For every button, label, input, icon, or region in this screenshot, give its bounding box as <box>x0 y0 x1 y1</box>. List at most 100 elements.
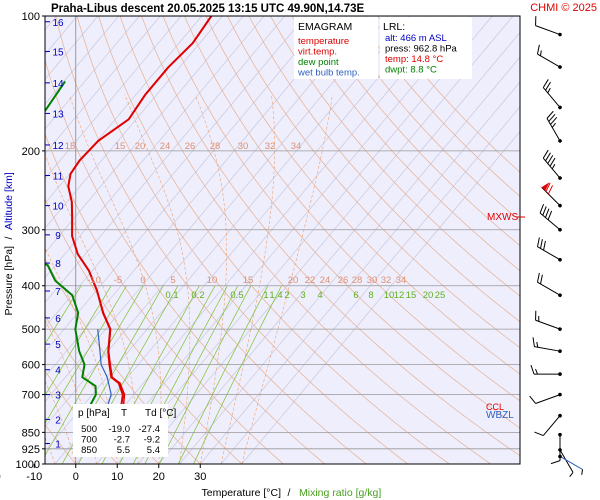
table-cell: -19.0 <box>108 424 130 435</box>
legend-title: EMAGRAM <box>298 21 352 33</box>
wind-barb-flag <box>548 113 556 122</box>
wind-barb-staff <box>542 415 561 436</box>
legend-box <box>294 17 378 79</box>
wind-barb-flag <box>542 79 549 88</box>
isotherm-line <box>45 16 203 204</box>
x-axis-title-temperature: Temperature [°C] <box>202 487 282 499</box>
isotherm-line <box>45 16 348 378</box>
isotherm-line <box>54 16 431 464</box>
moist-adiabat-label: 15 <box>243 275 254 286</box>
y-tick-label: 925 <box>22 444 40 456</box>
mixing-ratio-label: 1.4 <box>269 290 282 301</box>
wind-barb <box>558 448 574 477</box>
table-cell: -9.2 <box>144 435 160 446</box>
mixing-ratio-label: 15 <box>406 290 417 301</box>
wind-barb-dot <box>558 413 562 418</box>
table-cell: 700 <box>81 435 97 446</box>
y-tick-label: 200 <box>22 146 40 158</box>
dry-adiabat-line <box>356 16 520 197</box>
wind-barb <box>530 364 562 376</box>
wind-barb-flag <box>545 182 551 192</box>
table-header-cell: Td [°C] <box>145 408 176 419</box>
mxws-marker-label: MXWS <box>487 212 518 223</box>
wind-barb <box>558 454 584 475</box>
wind-barb-flag <box>545 152 551 162</box>
mixing-ratio-label: 1 <box>263 290 268 301</box>
wind-barb <box>542 79 562 110</box>
legend-item-label: virt.temp. <box>298 47 337 58</box>
mixing-ratio-label: 4 <box>317 290 322 301</box>
wind-barb-staff <box>535 25 561 36</box>
isotherm-line <box>45 16 161 155</box>
altitude-tick-label: 13 <box>52 109 64 120</box>
y-tick-label: 100 <box>22 11 40 23</box>
isotherm-line <box>75 16 452 464</box>
wind-barb-staff <box>537 53 561 68</box>
wind-barb-flag <box>540 239 543 249</box>
x-tick-label: -10 <box>26 471 42 483</box>
mixing-ratio-label: 20 <box>423 290 434 301</box>
plot-frame <box>44 15 521 465</box>
lrl-title: LRL: <box>383 21 405 33</box>
credit-label: CHMI © 2025 <box>530 2 597 14</box>
wind-barb-half-flag <box>536 341 539 348</box>
data-table-box <box>73 404 168 457</box>
lrl-line: temp: 14.8 °C <box>385 54 443 65</box>
y-axis-title-altitude: Altitude [km] <box>3 172 15 230</box>
table-cell: 5.5 <box>117 445 130 456</box>
y-tick-label: 700 <box>22 390 40 402</box>
altitude-tick-label: 5 <box>55 340 61 351</box>
wind-barb-staff <box>535 319 561 330</box>
dry-adiabat-line <box>184 16 520 402</box>
y-tick-label: 600 <box>22 360 40 372</box>
wind-barb-flag <box>543 240 546 251</box>
wind-barb-flag <box>532 337 535 347</box>
mixing-ratio-label: 2 <box>284 290 289 301</box>
isotherm-line <box>158 31 520 464</box>
altitude-tick-label: 10 <box>52 202 64 213</box>
isotherm-line <box>116 16 493 464</box>
isotherm-line <box>199 81 520 464</box>
y-tick-label: 500 <box>22 324 40 336</box>
moist-adiabat-line <box>124 94 191 464</box>
y-tick-label: 1000 <box>16 459 40 471</box>
isotherm-line <box>220 106 520 464</box>
moist-adiabat-label: 28 <box>210 141 221 152</box>
moist-adiabat-label: 32 <box>265 141 276 152</box>
wind-barb-flag <box>546 110 554 119</box>
wind-barb-half-flag <box>551 122 556 128</box>
wind-barb-dot <box>558 139 562 143</box>
wind-barbs <box>529 16 584 477</box>
dry-adiabat-line <box>248 16 520 323</box>
wind-barb-staff <box>537 281 561 296</box>
isotherm-line <box>45 16 120 105</box>
wind-barb-flag <box>534 431 544 437</box>
moist-adiabat-label: 5 <box>170 275 175 286</box>
lrl-line: alt: 466 m ASL <box>385 33 447 44</box>
wind-barb-dot <box>558 432 562 437</box>
dry-adiabat-line <box>270 16 520 297</box>
wind-barb-flag <box>547 185 554 195</box>
mixing-ratio-label: 25 <box>435 290 446 301</box>
moist-adiabat-line <box>195 94 228 464</box>
chart-title: Praha-Libus descent 20.05.2025 13:15 UTC… <box>51 3 365 15</box>
altitude-tick-label: 15 <box>52 47 64 58</box>
table-cell: 850 <box>81 445 97 456</box>
wind-barb <box>536 237 562 262</box>
wind-barb-dot <box>558 349 562 353</box>
wind-barb-flag <box>545 81 551 91</box>
moist-adiabat-label: 20 <box>135 141 146 152</box>
moist-adiabat-label: 34 <box>291 141 302 152</box>
plot-background <box>45 16 520 464</box>
y-axis-title-separator: / <box>3 236 15 239</box>
wind-barb <box>546 110 562 143</box>
moist-adiabat-line <box>45 153 139 464</box>
wind-barb <box>532 337 562 353</box>
x-tick-label: -20 <box>0 471 1 483</box>
wind-barb-dot <box>558 176 562 180</box>
isotherm-line <box>137 16 514 464</box>
mixing-ratio-label: 12 <box>394 290 405 301</box>
wind-barb-dot <box>558 32 562 37</box>
wind-barb <box>542 149 562 180</box>
